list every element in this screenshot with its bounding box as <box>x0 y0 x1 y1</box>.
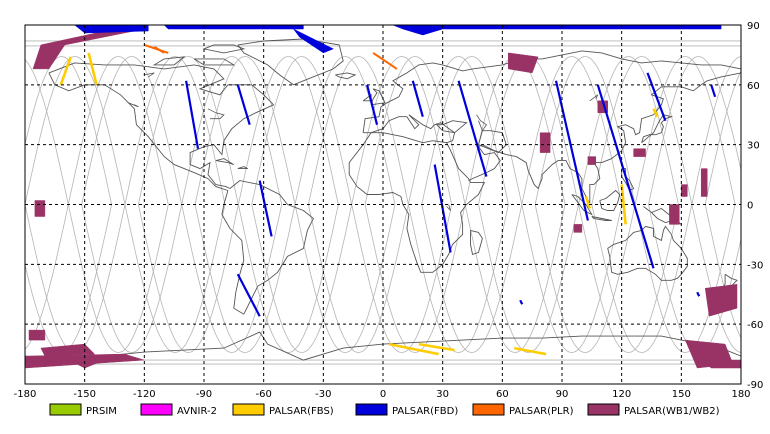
lat-tick-label: 0 <box>747 201 753 212</box>
legend-swatch <box>50 404 81 415</box>
lat-tick-label: -90 <box>747 380 763 391</box>
legend-swatch <box>473 404 504 415</box>
legend-label: PALSAR(PLR) <box>509 406 574 417</box>
legend-item: AVNIR-2 <box>141 404 217 417</box>
legend-item: PALSAR(PLR) <box>473 404 574 417</box>
wb-coverage-patch <box>574 224 582 232</box>
legend-swatch <box>588 404 619 415</box>
wb-coverage-patch <box>669 205 679 225</box>
legend-label: AVNIR-2 <box>177 406 217 417</box>
lon-tick-label: 150 <box>672 389 691 400</box>
lon-tick-label: -120 <box>133 389 156 400</box>
wb-coverage-patch <box>588 157 596 165</box>
legend-item: PALSAR(WB1/WB2) <box>588 404 720 417</box>
lat-tick-label: 90 <box>747 21 760 32</box>
legend-swatch <box>233 404 264 415</box>
wb-coverage-patch <box>681 185 687 197</box>
legend-item: PALSAR(FBS) <box>233 404 334 417</box>
lon-tick-label: 90 <box>556 389 569 400</box>
legend-label: PRSIM <box>86 406 117 417</box>
legend-label: PALSAR(WB1/WB2) <box>624 406 720 417</box>
legend-label: PALSAR(FBS) <box>269 406 334 417</box>
lat-tick-label: -30 <box>747 260 763 271</box>
wb-coverage-patch <box>634 149 646 157</box>
fbd-coverage-band <box>164 25 303 29</box>
legend-swatch <box>141 404 172 415</box>
lat-tick-label: 60 <box>747 81 760 92</box>
wb-coverage-patch <box>701 169 707 197</box>
lon-tick-label: 30 <box>436 389 449 400</box>
wb-coverage-patch <box>540 133 550 153</box>
lon-tick-label: 0 <box>380 389 386 400</box>
lat-tick-label: -60 <box>747 320 763 331</box>
lon-tick-label: -90 <box>196 389 212 400</box>
lon-tick-label: -30 <box>315 389 331 400</box>
lon-tick-label: 120 <box>612 389 631 400</box>
legend-item: PALSAR(FBD) <box>356 404 458 417</box>
wb-coverage-patch <box>35 201 45 217</box>
lon-tick-label: 60 <box>496 389 509 400</box>
lon-tick-label: -60 <box>255 389 271 400</box>
legend-swatch <box>356 404 387 415</box>
lon-tick-label: -150 <box>73 389 96 400</box>
legend: PRSIM AVNIR-2 PALSAR(FBS) PALSAR(FBD) PALSAR… <box>50 404 720 417</box>
lat-tick-label: 30 <box>747 141 760 152</box>
lon-tick-label: -180 <box>14 389 37 400</box>
legend-label: PALSAR(FBD) <box>392 406 458 417</box>
wb-coverage-patch <box>29 330 45 340</box>
